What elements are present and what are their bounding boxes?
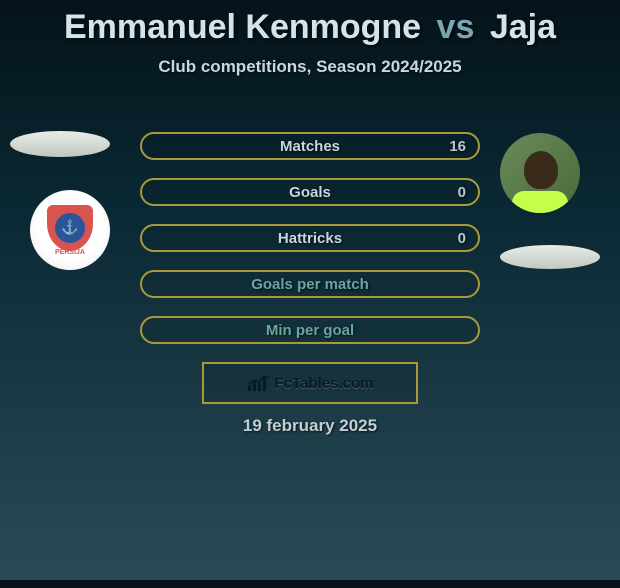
brand-chart-icon: [247, 374, 271, 392]
stat-label: Min per goal: [266, 322, 354, 339]
player1-name: Emmanuel Kenmogne: [64, 8, 421, 46]
vs-text: vs: [437, 8, 475, 46]
stat-value-right: 16: [449, 138, 466, 155]
subtitle: Club competitions, Season 2024/2025: [0, 57, 620, 77]
placeholder-ellipse-left: [10, 131, 110, 157]
stat-bar: Matches 16: [140, 132, 480, 160]
stat-label: Goals per match: [251, 276, 369, 293]
player-photo-icon: [500, 133, 580, 213]
date-text: 19 february 2025: [0, 416, 620, 436]
club-logo-icon: ⚓ PERSIJA: [30, 190, 110, 270]
stat-bar: Hattricks 0: [140, 224, 480, 252]
stat-value-right: 0: [458, 184, 466, 201]
stat-bar: Min per goal: [140, 316, 480, 344]
stat-bar: Goals 0: [140, 178, 480, 206]
stat-value-right: 0: [458, 230, 466, 247]
player2-avatar: [500, 133, 580, 213]
comparison-title: Emmanuel Kenmogne vs Jaja: [0, 8, 620, 47]
stat-bar: Goals per match: [140, 270, 480, 298]
stats-bars: Matches 16 Goals 0 Hattricks 0 Goals per match…: [140, 132, 480, 362]
stat-label: Matches: [280, 138, 340, 155]
brand-text: FcTables.com: [275, 375, 374, 392]
stat-label: Hattricks: [278, 230, 342, 247]
brand-box: FcTables.com: [202, 362, 418, 404]
stat-label: Goals: [289, 184, 331, 201]
player1-avatar: ⚓ PERSIJA: [30, 190, 110, 270]
player2-name: Jaja: [490, 8, 556, 46]
placeholder-ellipse-right: [500, 245, 600, 269]
